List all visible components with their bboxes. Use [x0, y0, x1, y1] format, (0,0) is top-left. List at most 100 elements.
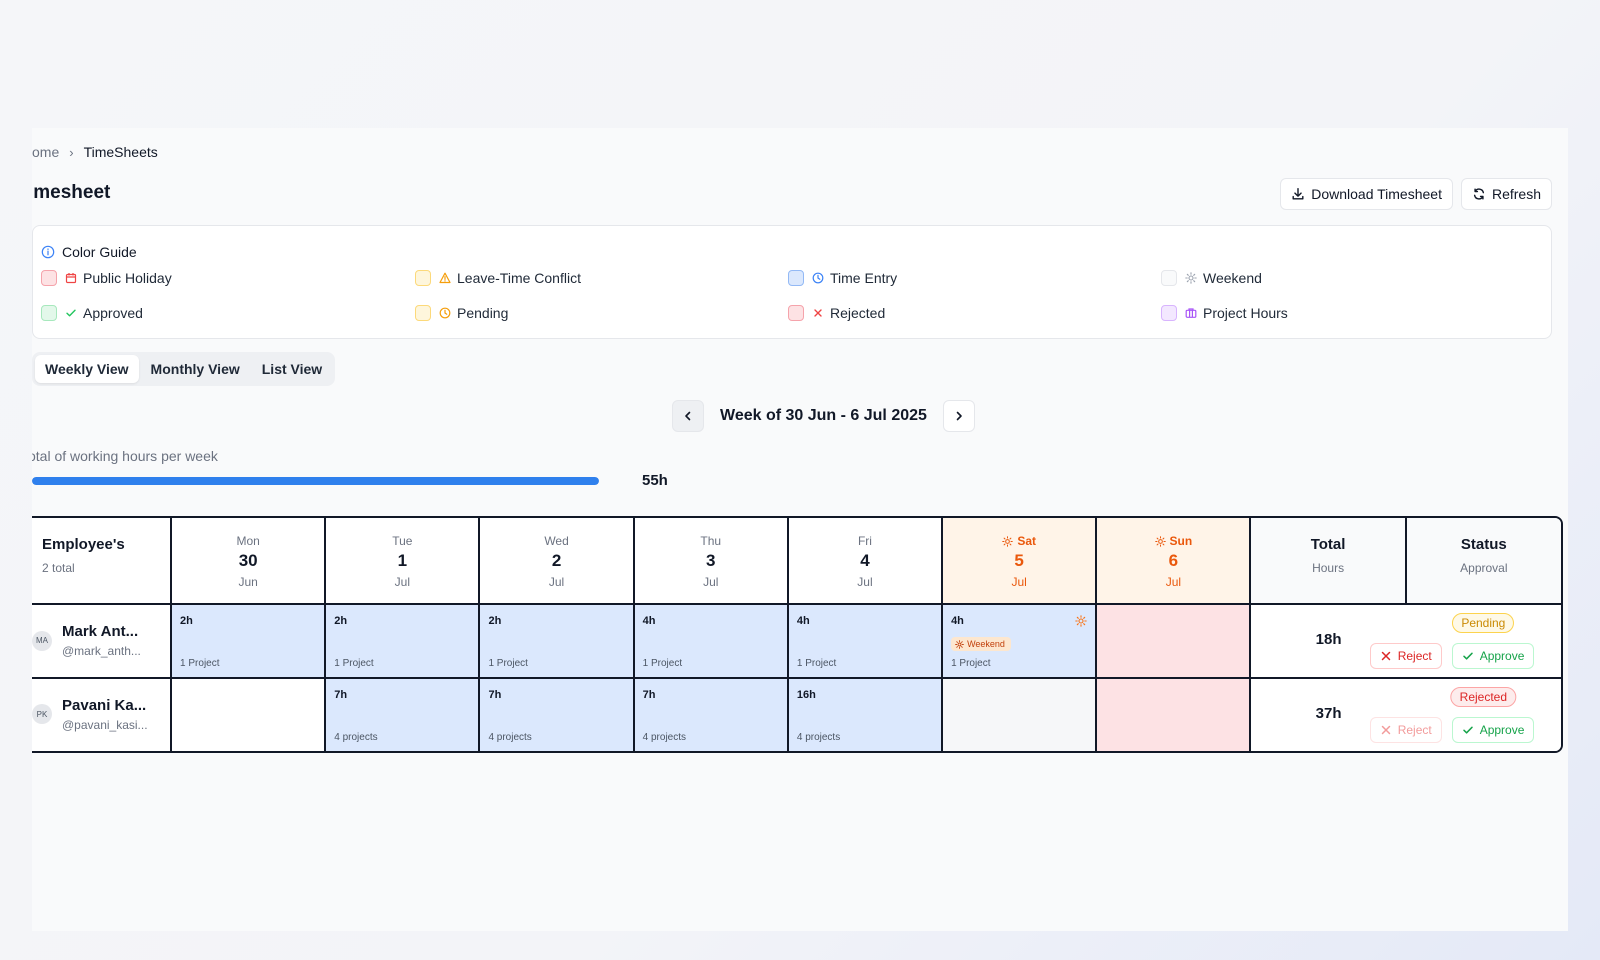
x-icon [1381, 651, 1390, 661]
refresh-button[interactable]: Refresh [1460, 178, 1552, 210]
empty-day-cell[interactable] [1095, 603, 1252, 679]
day-header-tue: Tue 1 Jul [324, 518, 481, 605]
previous-week-button[interactable] [672, 400, 704, 432]
reject-label: Reject [1397, 649, 1432, 663]
time-entry-cell[interactable]: 7h 4 projects [478, 676, 635, 751]
cell-hours: 2h [334, 615, 348, 627]
status-column-header: Status Approval [1404, 518, 1561, 605]
guide-label: Approved [83, 305, 143, 321]
cell-projects: 4 projects [334, 732, 378, 743]
time-entry-cell[interactable]: 2h 1 Project [324, 603, 481, 679]
guide-label: Time Entry [830, 270, 898, 286]
tab-monthly-view[interactable]: Monthly View [141, 355, 250, 383]
check-icon [66, 309, 76, 317]
total-column-header: Total Hours [1249, 518, 1407, 605]
weekend-swatch [1161, 270, 1177, 286]
project-hours-swatch [1161, 305, 1177, 321]
time-entry-cell[interactable]: 7h 4 projects [632, 676, 789, 751]
week-navigator: Week of 30 Jun - 6 Jul 2025 [672, 400, 975, 432]
download-label: Download Timesheet [1311, 186, 1442, 202]
cell-projects: 1 Project [334, 657, 374, 669]
refresh-icon [1473, 188, 1485, 200]
time-entry-cell-weekend[interactable]: 4h Weekend 1 Project [941, 603, 1098, 679]
sun-icon [1002, 535, 1014, 547]
color-guide-label: Color Guide [62, 244, 137, 260]
status-badge: Rejected [1450, 686, 1517, 707]
cell-projects: 1 Project [642, 657, 683, 669]
reject-button[interactable]: Reject [1369, 643, 1442, 669]
download-timesheet-button[interactable]: Download Timesheet [1280, 178, 1453, 210]
employee-cell[interactable]: PK Pavani Ka... @pavani_kasi... [32, 676, 173, 751]
cell-hours: 2h [180, 615, 193, 627]
day-date: 4 [860, 551, 870, 570]
empty-day-cell[interactable] [1095, 676, 1252, 751]
avatar: MA [32, 630, 52, 651]
calendar-icon [65, 273, 77, 284]
download-icon [1292, 188, 1304, 200]
sun-icon [1185, 272, 1197, 284]
day-name-text: Sat [1017, 534, 1036, 548]
weekly-hours-progress [32, 477, 599, 485]
guide-weekend: Weekend [1161, 270, 1262, 286]
sun-icon [1154, 535, 1166, 547]
day-date: 1 [397, 551, 408, 570]
breadcrumb: ome › TimeSheets [32, 144, 158, 160]
cell-hours: 7h [488, 688, 502, 701]
day-name: Thu [700, 534, 722, 548]
cell-hours: 7h [642, 688, 656, 701]
view-tabs: Weekly View Monthly View List View [32, 352, 336, 386]
day-date: 2 [551, 551, 562, 570]
status-cell: Pending Reject Approve [1369, 603, 1561, 679]
breadcrumb-home[interactable]: ome [32, 144, 60, 160]
time-entry-cell[interactable]: 2h 1 Project [170, 603, 327, 679]
time-entry-cell[interactable]: 2h 1 Project [478, 603, 635, 679]
guide-project-hours: Project Hours [1161, 305, 1288, 321]
briefcase-icon [1185, 308, 1197, 318]
reject-button[interactable]: Reject [1369, 716, 1442, 743]
color-guide: Color Guide Public Holiday Leave-Time Co… [32, 225, 1552, 339]
tab-list-view[interactable]: List View [252, 355, 332, 383]
approve-button[interactable]: Approve [1451, 643, 1535, 669]
day-name: Sat [943, 534, 1095, 548]
total-header-subtitle: Hours [1312, 561, 1345, 575]
day-header-sat: Sat 5 Jul [941, 518, 1098, 605]
time-entry-cell[interactable]: 7h 4 projects [324, 676, 481, 751]
cell-hours: 2h [488, 615, 502, 627]
guide-approved: Approved [41, 305, 143, 321]
day-month: Jul [1011, 575, 1027, 589]
day-date: 6 [1168, 551, 1179, 570]
weekend-badge: Weekend [951, 637, 1011, 651]
total-hours-cell: 18h [1249, 603, 1406, 679]
guide-label: Weekend [1203, 270, 1262, 286]
day-name: Mon [236, 534, 260, 548]
rejected-swatch [788, 305, 804, 321]
empty-day-cell[interactable] [941, 676, 1098, 751]
employee-name: Mark Ant... [62, 623, 139, 640]
day-month: Jul [548, 575, 565, 589]
time-entry-cell[interactable]: 4h 1 Project [786, 603, 944, 679]
guide-time-entry: Time Entry [788, 270, 897, 286]
reject-label: Reject [1397, 722, 1432, 737]
tab-weekly-view[interactable]: Weekly View [35, 355, 139, 383]
cell-projects: 1 Project [488, 657, 528, 669]
cell-projects: 1 Project [796, 657, 837, 669]
employee-name: Pavani Ka... [62, 696, 147, 714]
day-name: Tue [392, 534, 413, 548]
sun-icon [955, 639, 964, 649]
approve-button[interactable]: Approve [1451, 716, 1535, 743]
time-entry-cell[interactable]: 4h 1 Project [632, 603, 789, 679]
next-week-button[interactable] [942, 400, 975, 432]
clock-icon [439, 307, 451, 319]
employee-cell[interactable]: MA Mark Ant... @mark_anth... [32, 603, 173, 679]
day-header-fri: Fri 4 Jul [786, 518, 944, 605]
x-icon [814, 309, 822, 317]
check-icon [1462, 726, 1473, 734]
day-month: Jul [394, 575, 411, 589]
guide-label: Leave-Time Conflict [457, 270, 581, 286]
time-entry-cell[interactable]: 16h 4 projects [786, 676, 944, 751]
day-name: Fri [857, 534, 872, 548]
empty-day-cell[interactable] [170, 676, 327, 751]
employee-column-header: Employee's 2 total [32, 518, 173, 605]
status-header-title: Status [1460, 536, 1507, 553]
day-header-thu: Thu 3 Jul [632, 518, 789, 605]
